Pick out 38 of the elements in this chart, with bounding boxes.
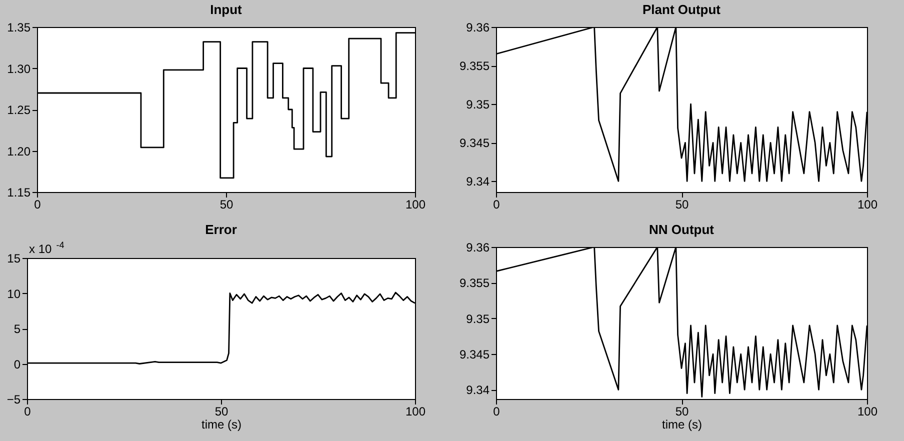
x-axis-title: time (s) (662, 418, 702, 432)
y-tick-label: 1.20 (7, 144, 31, 158)
y-tick-label: 1.30 (7, 62, 31, 76)
chart-title: Input (210, 2, 243, 17)
x-axis-title: time (s) (202, 418, 242, 432)
chart-title: Plant Output (642, 2, 722, 17)
y-tick-label: 9.34 (466, 383, 490, 398)
x-tick-label: 50 (220, 198, 234, 212)
y-tick-label: −5 (6, 392, 21, 406)
y-tick-label: 1.35 (7, 20, 31, 34)
x-tick-label: 100 (405, 198, 426, 212)
y-tick-label: 9.34 (466, 174, 490, 189)
x-tick-label: 100 (405, 404, 426, 418)
x-tick-label: 50 (214, 404, 228, 418)
text: x 10-4 (29, 240, 64, 256)
x-tick-label: 50 (675, 404, 689, 418)
x-tick-label: 100 (857, 198, 878, 212)
x-tick-label: 50 (675, 198, 689, 212)
y-tick-label: 9.345 (459, 348, 490, 362)
y-tick-label: 9.355 (459, 276, 490, 290)
y-tick-label: 5 (14, 322, 21, 336)
x-tick-label: 0 (493, 198, 500, 212)
y-tick-label: 9.345 (459, 136, 490, 150)
y-tick-label: 9.35 (466, 98, 490, 112)
y-tick-label: 9.36 (466, 240, 490, 254)
chart-title: Error (205, 222, 237, 237)
y-tick-label: 9.36 (466, 20, 490, 34)
x-tick-label: 100 (857, 404, 878, 418)
y-tick-label: 9.35 (466, 312, 490, 326)
chart-title: NN Output (649, 222, 715, 237)
x-tick-label: 0 (34, 198, 42, 212)
y-tick-label: 1.25 (7, 103, 31, 117)
y-tick-label: 15 (7, 252, 21, 266)
y-tick-label: 1.15 (7, 186, 31, 200)
x-tick-label: 0 (493, 404, 500, 418)
y-tick-label: 0 (14, 357, 21, 372)
y-tick-label: 10 (7, 286, 21, 301)
y-tick-label: 9.355 (459, 59, 490, 74)
